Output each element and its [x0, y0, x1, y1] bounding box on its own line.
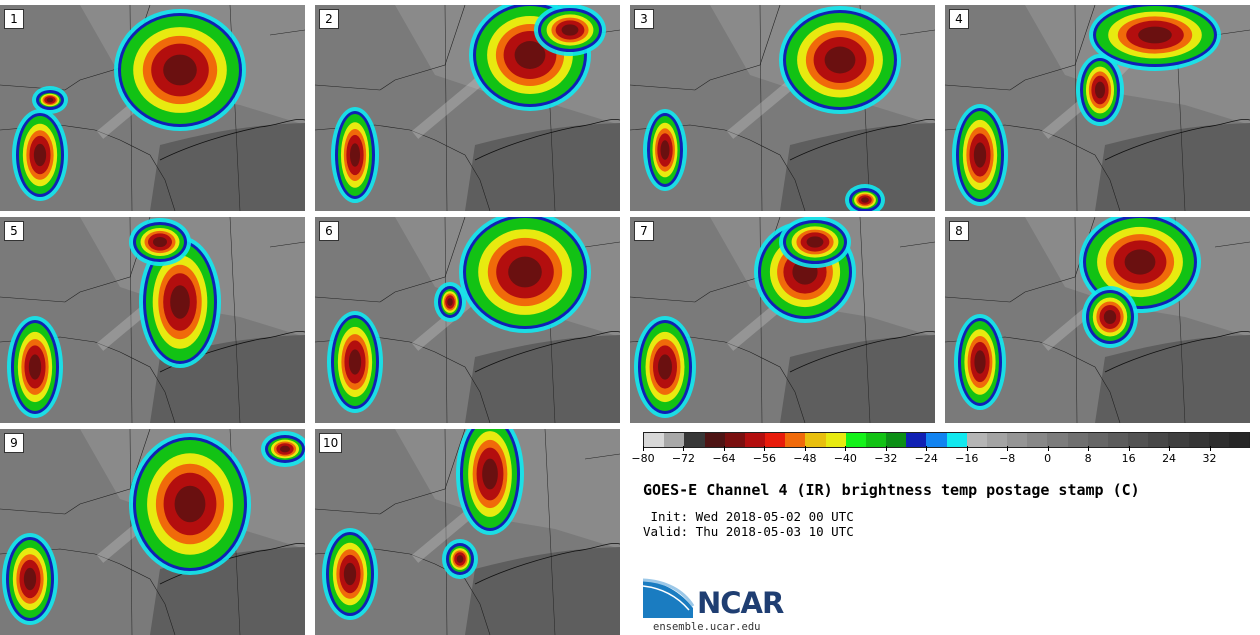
- map-panel-9: 9: [0, 429, 305, 635]
- ir-satellite-map: [945, 217, 1250, 423]
- colorbar-cell: [1188, 433, 1209, 447]
- colorbar-tick: [804, 446, 806, 451]
- init-time: Init: Wed 2018-05-02 00 UTC: [643, 509, 854, 524]
- ir-satellite-map: [945, 5, 1250, 211]
- map-panel-6: 6: [315, 217, 620, 423]
- colorbar-cell: [1007, 433, 1028, 447]
- colorbar-cell: [785, 433, 806, 447]
- ir-satellite-map: [315, 5, 620, 211]
- colorbar-tick: [723, 446, 725, 451]
- colorbar-cell: [1208, 433, 1229, 447]
- colorbar-tick: [1169, 446, 1171, 451]
- temperature-colorbar: [643, 432, 1250, 448]
- colorbar-cell: [1027, 433, 1048, 447]
- panel-number: 6: [319, 221, 339, 241]
- map-panel-2: 2: [315, 5, 620, 211]
- colorbar-tick-label: −48: [793, 452, 817, 465]
- panel-number: 9: [4, 433, 24, 453]
- panel-number: 1: [4, 9, 24, 29]
- colorbar-cell: [1228, 433, 1250, 447]
- map-panel-8: 8: [945, 217, 1250, 423]
- colorbar-tick: [764, 446, 766, 451]
- colorbar-tick-label: −80: [631, 452, 655, 465]
- colorbar-cell: [865, 433, 887, 447]
- colorbar-tick-label: −16: [955, 452, 979, 465]
- ir-satellite-map: [630, 5, 935, 211]
- colorbar-cell: [765, 433, 786, 447]
- map-panel-4: 4: [945, 5, 1250, 211]
- colorbar-tick-label: −8: [999, 452, 1016, 465]
- map-panel-7: 7: [630, 217, 935, 423]
- panel-number: 5: [4, 221, 24, 241]
- colorbar-cell: [1168, 433, 1189, 447]
- colorbar-tick-label: −64: [712, 452, 736, 465]
- valid-time: Valid: Thu 2018-05-03 10 UTC: [643, 524, 854, 539]
- colorbar-tick-label: −72: [671, 452, 696, 465]
- colorbar-tick-label: −40: [833, 452, 857, 465]
- colorbar-tick: [683, 446, 685, 451]
- colorbar-cell: [966, 433, 987, 447]
- colorbar-tick: [885, 446, 887, 451]
- colorbar-tick: [966, 446, 968, 451]
- colorbar-cell: [926, 433, 947, 447]
- colorbar-cell: [704, 433, 725, 447]
- ir-satellite-map: [315, 429, 620, 635]
- colorbar-cell: [946, 433, 967, 447]
- map-panel-3: 3: [630, 5, 935, 211]
- colorbar-cell: [886, 433, 907, 447]
- panel-number: 7: [634, 221, 654, 241]
- colorbar-cell: [986, 433, 1008, 447]
- colorbar-tick-label: 24: [1162, 452, 1177, 465]
- ir-satellite-map: [315, 217, 620, 423]
- colorbar-tick: [643, 446, 644, 451]
- colorbar-cell: [825, 433, 846, 447]
- colorbar-tick: [1007, 446, 1009, 451]
- colorbar-tick-label: 16: [1121, 452, 1136, 465]
- panel-number: 2: [319, 9, 339, 29]
- site-url: ensemble.ucar.edu: [653, 621, 761, 633]
- colorbar-tick: [1128, 446, 1130, 451]
- colorbar-cell: [724, 433, 745, 447]
- colorbar-tick: [1088, 446, 1090, 451]
- colorbar-tick-label: 32: [1202, 452, 1217, 465]
- map-panel-1: 1: [0, 5, 305, 211]
- colorbar-tick-label: −24: [914, 452, 938, 465]
- colorbar-tick: [845, 446, 847, 451]
- panel-number: 4: [949, 9, 969, 29]
- ncar-logo-text: NCAR: [697, 586, 784, 620]
- colorbar-cell: [1128, 433, 1149, 447]
- colorbar-tick: [926, 446, 928, 451]
- colorbar-cell: [644, 433, 665, 447]
- panel-number: 3: [634, 9, 654, 29]
- colorbar-ticks: −80 −72 −64 −56 −48 −40 −32 −24 −16 −8 0 8 16 24 32: [631, 446, 1250, 468]
- ir-satellite-map: [0, 5, 305, 211]
- colorbar-cell: [1067, 433, 1088, 447]
- panel-number: 8: [949, 221, 969, 241]
- colorbar-tick-label: −56: [752, 452, 776, 465]
- colorbar-tick-label: 8: [1084, 452, 1092, 465]
- colorbar-cell: [1107, 433, 1129, 447]
- colorbar-cell: [906, 433, 927, 447]
- map-panel-5: 5: [0, 217, 305, 423]
- colorbar-cell: [805, 433, 826, 447]
- ncar-logo-icon: [643, 578, 695, 618]
- colorbar-tick-label: 0: [1044, 452, 1052, 465]
- ir-satellite-map: [0, 429, 305, 635]
- ir-satellite-map: [0, 217, 305, 423]
- colorbar-tick: [1047, 446, 1049, 451]
- colorbar-cell: [664, 433, 685, 447]
- colorbar-cell: [1087, 433, 1108, 447]
- colorbar-tick-label: −32: [874, 452, 898, 465]
- colorbar-cell: [744, 433, 766, 447]
- colorbar-cell: [684, 433, 705, 447]
- colorbar-tick: [1209, 446, 1211, 451]
- map-panel-10: 10: [315, 429, 620, 635]
- figure-title: GOES-E Channel 4 (IR) brightness temp po…: [643, 481, 1140, 499]
- ir-satellite-map: [630, 217, 935, 423]
- colorbar-cell: [1047, 433, 1068, 447]
- colorbar-cell: [845, 433, 866, 447]
- colorbar-cell: [1148, 433, 1169, 447]
- panel-number: 10: [319, 433, 343, 453]
